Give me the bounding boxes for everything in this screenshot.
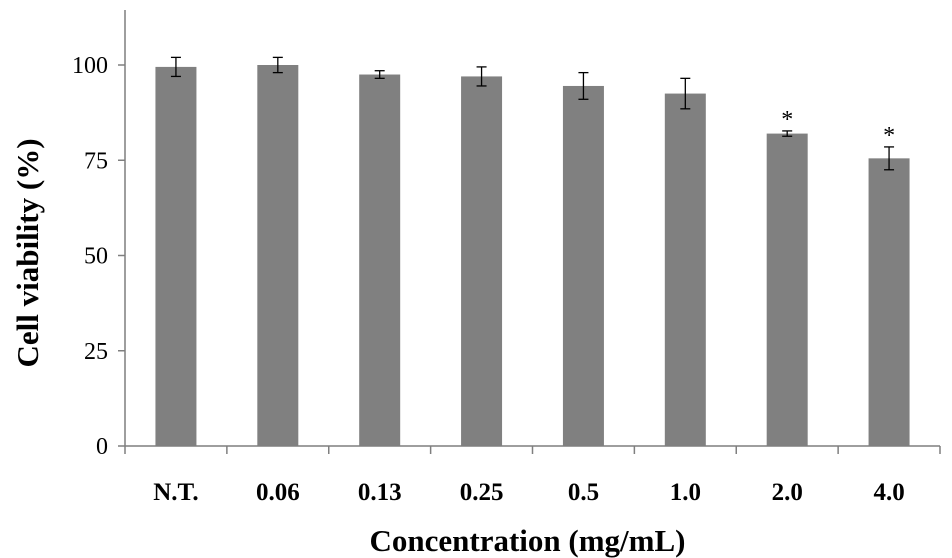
x-category-label: 0.13	[358, 479, 402, 506]
error-bars	[170, 56, 895, 171]
bar-0-25	[461, 76, 503, 447]
significance-asterisk: *	[781, 107, 793, 133]
error-bar	[272, 56, 283, 74]
significance-markers: **	[781, 107, 895, 149]
x-axis-title: Concentration (mg/mL)	[370, 523, 686, 558]
bars	[155, 65, 910, 447]
x-category-label: 2.0	[772, 479, 803, 506]
y-tick-label: 75	[84, 148, 108, 174]
y-axis-ticks	[118, 64, 125, 447]
significance-asterisk: *	[883, 123, 895, 149]
x-category-label: 1.0	[670, 479, 701, 506]
x-category-label: 0.5	[568, 479, 599, 506]
bar-N-T	[155, 66, 197, 446]
error-bar	[680, 77, 691, 110]
x-axis-category-labels: N.T. 0.06 0.13 0.25 0.5 1.0 2.0 4.0	[153, 479, 904, 506]
x-category-label: 4.0	[873, 479, 904, 506]
bar-0-13	[359, 74, 401, 447]
y-tick-label: 25	[84, 339, 108, 365]
y-axis-title: Cell viability (%)	[10, 138, 45, 367]
y-tick-label: 100	[72, 53, 108, 79]
y-tick-label: 50	[84, 244, 108, 270]
error-bar	[476, 66, 487, 87]
x-axis-ticks	[124, 446, 941, 454]
x-category-label: N.T.	[153, 479, 198, 506]
error-bar	[782, 130, 793, 137]
x-category-label: 0.06	[256, 479, 300, 506]
error-bar	[170, 56, 181, 78]
bar-0-5	[562, 85, 604, 446]
y-axis-tick-labels: 0 25 50 75 100	[72, 53, 108, 460]
error-bar	[578, 71, 589, 100]
bar-0-06	[257, 65, 299, 446]
bar-4-0	[868, 158, 910, 446]
x-category-label: 0.25	[460, 479, 504, 506]
error-bar	[884, 146, 895, 171]
bar-2-0	[766, 133, 808, 446]
error-bar	[374, 70, 385, 79]
bar-1-0	[664, 93, 706, 446]
y-tick-label: 0	[96, 434, 108, 460]
